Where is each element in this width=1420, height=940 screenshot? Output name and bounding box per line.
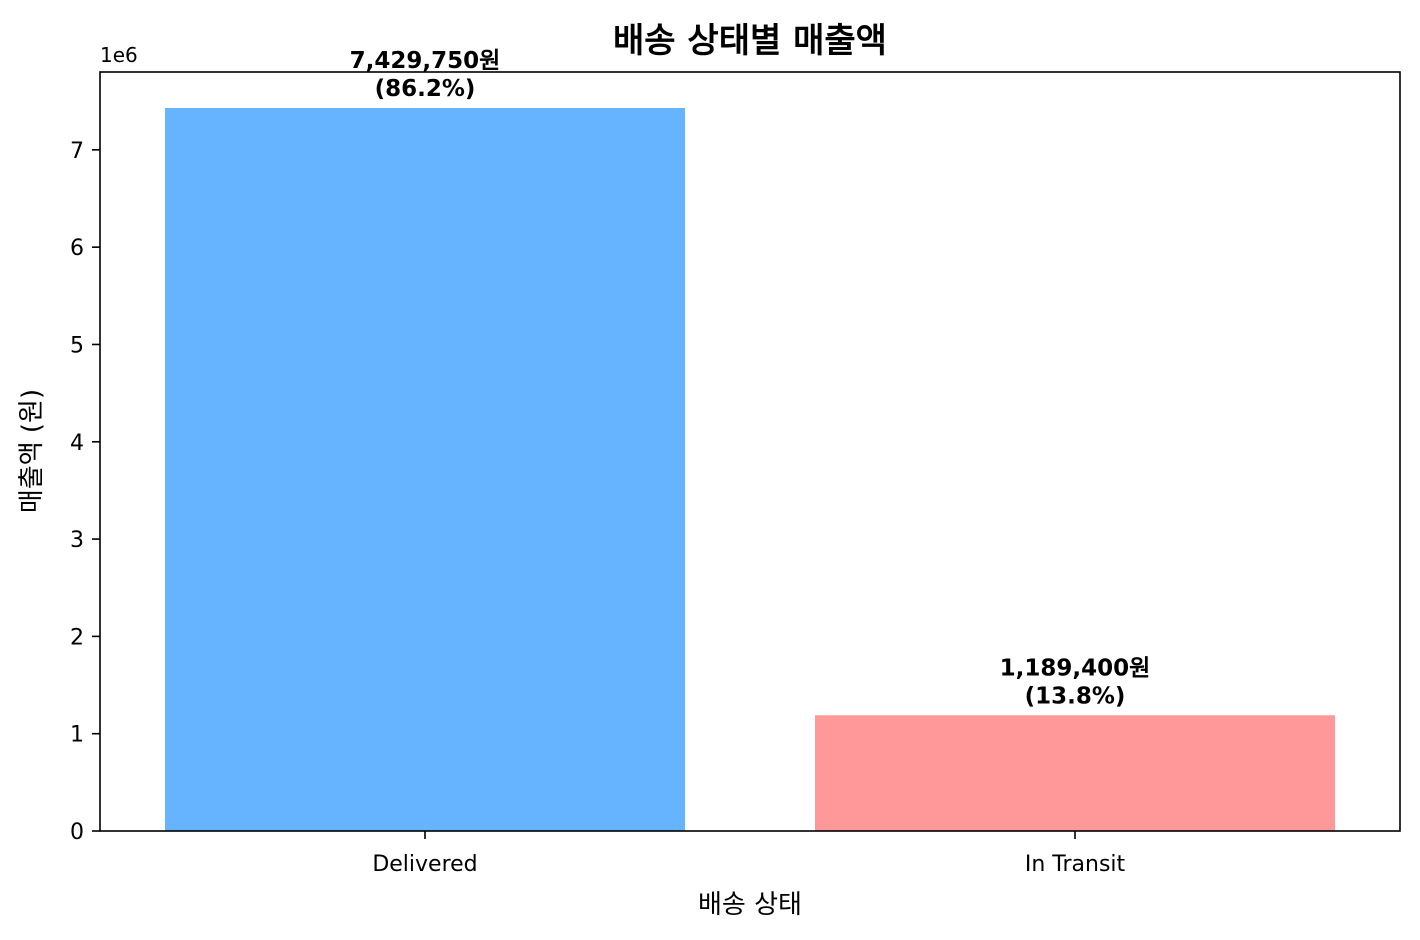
bar-in-transit — [815, 715, 1335, 831]
bar-delivered — [165, 108, 685, 831]
chart-title: 배송 상태별 매출액 — [613, 21, 887, 61]
y-axis-offset-text: 1e6 — [100, 43, 138, 67]
y-tick-label: 3 — [70, 528, 84, 553]
bar-value-label: 7,429,750원 — [350, 48, 501, 74]
y-tick-label: 2 — [70, 625, 84, 650]
x-tick-label: Delivered — [372, 852, 477, 877]
y-tick-label: 0 — [70, 820, 84, 845]
y-tick-label: 4 — [70, 431, 84, 456]
y-axis-ticks: 0 1 2 3 4 5 6 7 — [70, 139, 100, 845]
bar-percent-label: (13.8%) — [1025, 683, 1126, 709]
y-tick-label: 1 — [70, 723, 84, 748]
bar-percent-label: (86.2%) — [375, 76, 476, 102]
x-axis-label: 배송 상태 — [698, 890, 802, 920]
bars-group — [165, 108, 1335, 831]
x-tick-label: In Transit — [1025, 852, 1126, 877]
y-tick-label: 7 — [70, 139, 84, 164]
bar-labels-group: 7,429,750원(86.2%) 1,189,400원(13.8%) — [350, 48, 1151, 709]
y-tick-label: 5 — [70, 333, 84, 358]
bar-value-label: 1,189,400원 — [1000, 655, 1151, 681]
y-tick-label: 6 — [70, 236, 84, 261]
x-axis-ticks: Delivered In Transit — [372, 831, 1126, 877]
plot-area-frame — [99, 71, 1401, 832]
y-axis-label: 매출액 (원) — [17, 389, 47, 513]
